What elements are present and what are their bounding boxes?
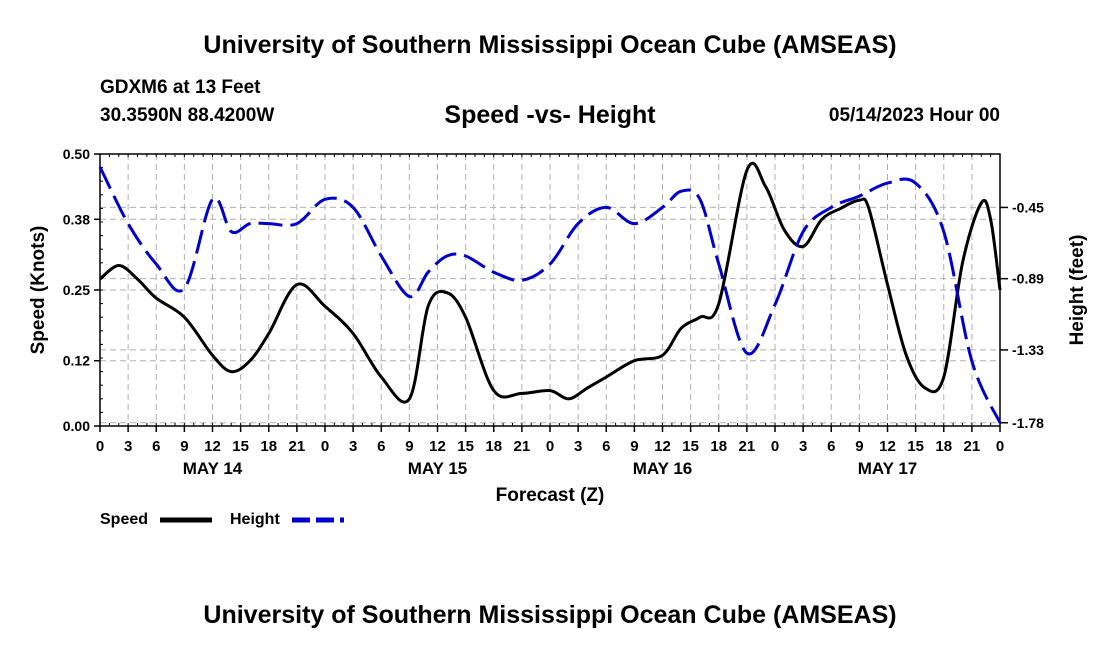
x-tick-label: 0	[546, 438, 554, 455]
x-tick-label: 9	[630, 438, 638, 455]
day-label: MAY 14	[183, 459, 243, 478]
y2-tick-label: -0.45	[1012, 199, 1044, 215]
x-tick-label: 9	[855, 438, 863, 455]
x-tick-label: 15	[682, 438, 699, 455]
y2-tick-label: -0.89	[1012, 271, 1044, 287]
x-tick-label: 0	[321, 438, 329, 455]
x-tick-label: 9	[180, 438, 188, 455]
station-label: GDXM6 at 13 Feet	[100, 77, 261, 98]
x-tick-label: 15	[457, 438, 474, 455]
x-tick-label: 0	[96, 438, 104, 455]
x-tick-label: 3	[799, 438, 807, 455]
x-tick-label: 6	[377, 438, 385, 455]
x-tick-label: 12	[204, 438, 221, 455]
x-tick-label: 6	[827, 438, 835, 455]
speed-vs-height-chart: 0 3 6 9 12 15 18 21 0 3 6 9 12 15 18 21 0 3 6 9 12 15 18 21 0 3 6 9…	[28, 146, 1088, 528]
x-tick-label: 21	[964, 438, 981, 455]
x-tick-label: 3	[349, 438, 357, 455]
x-tick-label: 3	[574, 438, 582, 455]
x-tick-label: 6	[602, 438, 610, 455]
x-tick-label: 21	[514, 438, 531, 455]
day-label: MAY 16	[633, 459, 693, 478]
x-tick-label: 18	[485, 438, 502, 455]
x-tick-label: 18	[260, 438, 277, 455]
x-tick-label: 0	[996, 438, 1004, 455]
x-tick-label: 15	[907, 438, 924, 455]
x-tick-label: 21	[289, 438, 306, 455]
y2-tick-label: -1.78	[1012, 415, 1044, 431]
y-tick-label: 0.25	[63, 282, 90, 298]
y-tick-label: 0.38	[63, 211, 90, 227]
timestamp-label: 05/14/2023 Hour 00	[828, 105, 1000, 126]
y-axis-label: Speed (Knots)	[28, 226, 49, 355]
speed-series-line	[99, 161, 1002, 404]
legend-label-speed: Speed	[100, 511, 148, 528]
x-tick-label: 15	[232, 438, 249, 455]
x-tick-label: 21	[739, 438, 756, 455]
x-tick-label: 6	[152, 438, 160, 455]
x-tick-label: 0	[771, 438, 779, 455]
x-tick-label: 12	[654, 438, 671, 455]
footer-title: University of Southern Mississippi Ocean…	[203, 601, 897, 629]
height-series-line	[98, 166, 1002, 424]
x-tick-label: 18	[710, 438, 727, 455]
x-tick-label: 12	[429, 438, 446, 455]
y-tick-label: 0.50	[63, 146, 90, 162]
y2-tick-label: -1.33	[1012, 342, 1044, 358]
coordinates-label: 30.3590N 88.4200W	[100, 105, 275, 126]
x-axis-label: Forecast (Z)	[496, 485, 605, 506]
x-tick-label: 3	[124, 438, 132, 455]
y2-axis-label: Height (feet)	[1067, 235, 1088, 346]
day-label: MAY 15	[408, 459, 468, 478]
x-tick-label: 9	[405, 438, 413, 455]
y-tick-label: 0.00	[63, 418, 90, 434]
x-tick-label: 18	[935, 438, 952, 455]
y-tick-label: 0.12	[63, 353, 90, 369]
chart-title: University of Southern Mississippi Ocean…	[203, 31, 897, 59]
day-label: MAY 17	[858, 459, 918, 478]
x-tick-label: 12	[879, 438, 896, 455]
chart-subtitle: Speed -vs- Height	[444, 101, 656, 129]
legend-label-height: Height	[230, 511, 280, 528]
